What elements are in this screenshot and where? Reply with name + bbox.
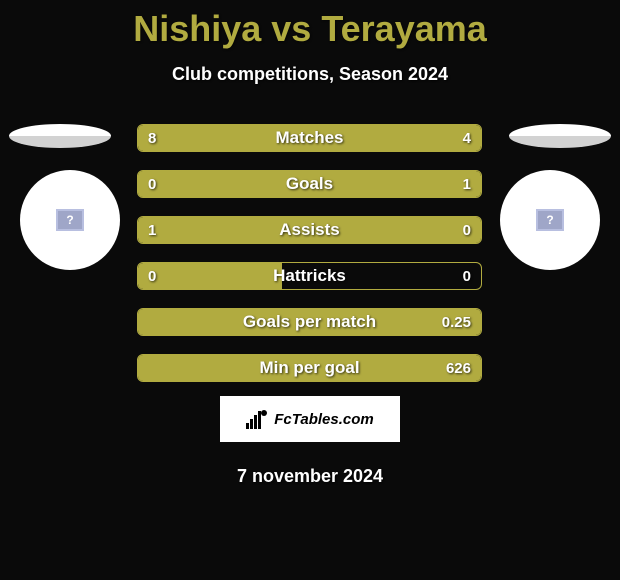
stat-right-value: 0	[463, 263, 471, 289]
subtitle: Club competitions, Season 2024	[0, 64, 620, 85]
stat-label: Matches	[138, 125, 481, 151]
stat-label: Hattricks	[138, 263, 481, 289]
player-left-avatar: ?	[20, 170, 120, 270]
stat-row-hattricks: 0 Hattricks 0	[137, 262, 482, 290]
watermark-link[interactable]: FcTables.com	[220, 396, 400, 442]
image-placeholder-icon: ?	[536, 209, 564, 231]
stat-label: Assists	[138, 217, 481, 243]
player-left-header-ellipse	[9, 124, 111, 148]
image-placeholder-icon: ?	[56, 209, 84, 231]
player-right-avatar: ?	[500, 170, 600, 270]
page-title: Nishiya vs Terayama	[0, 0, 620, 50]
comparison-bars: 8 Matches 4 0 Goals 1 1 Assists 0 0 Hatt…	[137, 124, 482, 400]
stat-label: Goals	[138, 171, 481, 197]
stat-row-min-per-goal: Min per goal 626	[137, 354, 482, 382]
stat-row-matches: 8 Matches 4	[137, 124, 482, 152]
stat-right-value: 0.25	[442, 309, 471, 335]
watermark-text: FcTables.com	[274, 411, 373, 428]
stat-right-value: 1	[463, 171, 471, 197]
stat-label: Min per goal	[138, 355, 481, 381]
stat-row-goals: 0 Goals 1	[137, 170, 482, 198]
stat-row-assists: 1 Assists 0	[137, 216, 482, 244]
stat-right-value: 0	[463, 217, 471, 243]
stat-row-goals-per-match: Goals per match 0.25	[137, 308, 482, 336]
player-right-header-ellipse	[509, 124, 611, 148]
stat-right-value: 626	[446, 355, 471, 381]
stat-right-value: 4	[463, 125, 471, 151]
date-label: 7 november 2024	[0, 466, 620, 487]
fctables-logo-icon	[246, 409, 268, 429]
stat-label: Goals per match	[138, 309, 481, 335]
